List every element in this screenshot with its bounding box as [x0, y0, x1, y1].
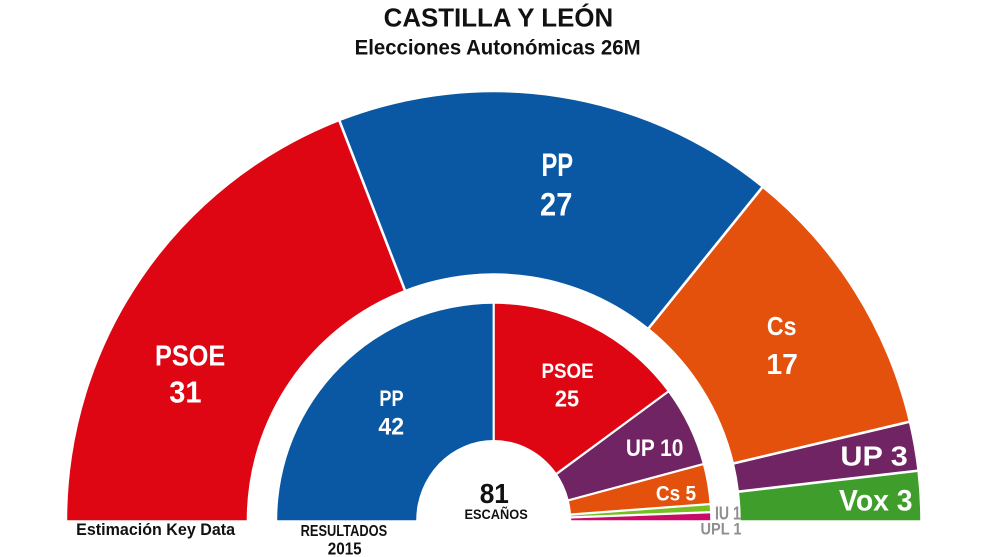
- svg-text:Vox 3: Vox 3: [839, 486, 913, 518]
- svg-text:81: 81: [480, 478, 509, 509]
- svg-text:PP: PP: [379, 386, 403, 411]
- svg-text:UP 10: UP 10: [626, 435, 684, 462]
- svg-text:Cs: Cs: [767, 313, 797, 341]
- svg-text:27: 27: [540, 187, 572, 223]
- svg-text:UP 3: UP 3: [840, 440, 907, 472]
- svg-text:RESULTADOS: RESULTADOS: [301, 523, 388, 540]
- svg-text:17: 17: [766, 349, 798, 381]
- svg-text:Elecciones Autonómicas 26M: Elecciones Autonómicas 26M: [355, 36, 641, 59]
- svg-text:IU 1: IU 1: [715, 503, 741, 523]
- svg-text:2015: 2015: [328, 538, 362, 557]
- svg-text:PP: PP: [541, 147, 573, 183]
- svg-text:CASTILLA Y LEÓN: CASTILLA Y LEÓN: [384, 3, 614, 33]
- svg-text:Estimación Key Data: Estimación Key Data: [76, 520, 236, 539]
- svg-text:ESCAÑOS: ESCAÑOS: [464, 505, 527, 522]
- svg-text:Cs 5: Cs 5: [656, 482, 696, 506]
- svg-text:42: 42: [378, 414, 404, 440]
- svg-text:PSOE: PSOE: [542, 360, 594, 383]
- svg-text:31: 31: [169, 375, 201, 409]
- svg-text:25: 25: [555, 386, 580, 412]
- svg-text:UPL 1: UPL 1: [701, 520, 742, 539]
- svg-text:PSOE: PSOE: [155, 340, 225, 372]
